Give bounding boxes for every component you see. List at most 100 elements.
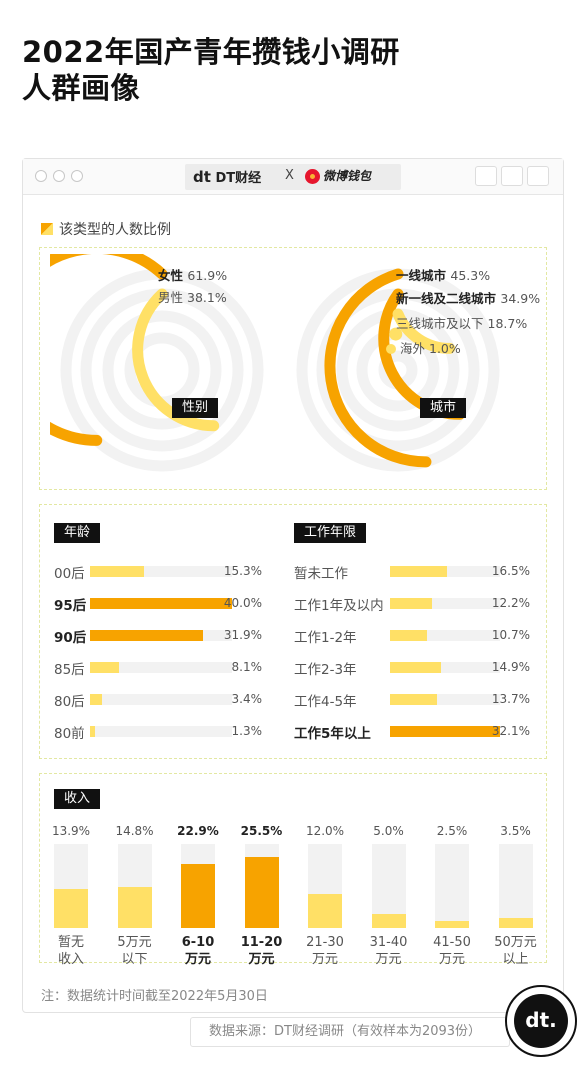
col-label: 21-30 万元: [306, 935, 344, 967]
bar-fill: [390, 566, 447, 577]
overseas-dot-icon: [386, 344, 396, 354]
bar-label: 90后: [54, 630, 87, 646]
col-label: 50万元 以上: [494, 935, 537, 967]
bar-fill: [390, 598, 432, 609]
bar-label: 工作4-5年: [294, 694, 357, 710]
bar-fill: [90, 598, 232, 609]
bar-fill: [90, 566, 145, 577]
gender-label-male: 男性 38.1%: [158, 290, 227, 305]
bar-label: 工作1年及以内: [294, 598, 384, 614]
bar-row-工作5年以上: 工作5年以上 32.1%: [294, 721, 530, 742]
bar-label: 95后: [54, 598, 87, 614]
bar-row-80前: 80前 1.3%: [54, 721, 262, 742]
bar-track: [90, 726, 232, 737]
bar-row-工作4-5年: 工作4-5年 13.7%: [294, 689, 530, 710]
bar-track: [90, 598, 232, 609]
col-fill: [435, 921, 469, 928]
bar-track: [90, 566, 232, 577]
bar-track: [390, 630, 500, 641]
col-value: 2.5%: [436, 824, 468, 838]
save-icon[interactable]: [527, 166, 549, 186]
col-value: 12.0%: [305, 824, 345, 838]
bar-value: 31.9%: [223, 628, 262, 642]
ring-deco-0: [102, 310, 222, 430]
bar-row-95后: 95后 40.0%: [54, 593, 262, 614]
col-track: [117, 844, 152, 928]
ring-arc-男性: [132, 288, 220, 432]
title-line-1: 2022年国产青年攒钱小调研: [22, 35, 400, 69]
col-fill: [498, 918, 533, 928]
bar-value: 15.3%: [223, 564, 262, 578]
bar-label: 工作1-2年: [294, 630, 357, 646]
age-work-panel: 年龄 工作年限 00后 15.3% 95后 40.0% 90后 31.9% 85后 8.1% 8…: [39, 504, 547, 759]
bar-fill: [390, 726, 500, 737]
ring-arc-三线城市及以下: [392, 308, 456, 354]
bar-label: 工作2-3年: [294, 662, 357, 678]
ring-charts-panel: 女性 61.9% 男性 38.1% 性别 一线城市 45.3% 新一线及二线城市…: [39, 247, 547, 490]
col-track: [308, 844, 342, 928]
bar-row-工作1-2年: 工作1-2年 10.7%: [294, 625, 530, 646]
col-label: 暂无 收入: [57, 935, 84, 967]
print-icon[interactable]: [501, 166, 523, 186]
bar-row-工作1年及以内: 工作1年及以内 12.2%: [294, 593, 530, 614]
col-fill: [181, 863, 215, 928]
bar-label: 80后: [54, 694, 85, 710]
col-fill: [308, 894, 342, 928]
bar-value: 32.1%: [491, 724, 530, 738]
col-label: 41-50 万元: [433, 935, 471, 967]
col-fill: [54, 889, 88, 928]
col-value: 14.8%: [115, 824, 154, 838]
bar-value: 14.9%: [491, 660, 530, 674]
bar-value: 13.7%: [491, 692, 530, 706]
col-value: 22.9%: [177, 824, 219, 838]
title-line-2: 人群画像: [22, 71, 141, 105]
dt-badge-logo-icon: dt.: [514, 994, 568, 1048]
income-title: 收入: [54, 789, 101, 809]
ring-arc-一线城市: [324, 268, 432, 468]
col-label: 5万元 以下: [117, 935, 152, 967]
bar-label: 80前: [54, 726, 85, 742]
legend-swatch-icon: [41, 223, 53, 235]
bar-value: 12.2%: [491, 596, 530, 610]
footnote: 注：数据统计时间截至2022年5月30日: [41, 989, 268, 1004]
bar-label: 00后: [54, 566, 85, 582]
col-track: [371, 844, 406, 928]
city-label-tier1: 一线城市 45.3%: [396, 268, 491, 283]
toggle-icon[interactable]: [475, 166, 497, 186]
city-label-tier3: 三线城市及以下 18.7%: [396, 316, 528, 331]
col-value: 25.5%: [240, 824, 283, 838]
maximize-dot-icon[interactable]: [71, 170, 83, 182]
legend-label: 该类型的人数比例: [59, 222, 171, 238]
weibo-logo-icon: [305, 169, 320, 184]
bar-fill: [390, 694, 437, 705]
minimize-dot-icon[interactable]: [53, 170, 65, 182]
col-fill: [244, 856, 279, 928]
bar-fill: [90, 630, 204, 641]
income-panel: 收入 13.9% 暂无 收入 14.8% 5万元 以下 22.9% 6-10 万元 25.5% 11…: [39, 773, 547, 967]
dt-badge: dt.: [505, 985, 577, 1057]
browser-window: dt DT财经 X 微博钱包 该类型的人数比例 女性 61.9% 男性 38.1…: [22, 158, 564, 1013]
legend: 该类型的人数比例: [41, 219, 171, 239]
weibo-brand: 微博钱包: [305, 167, 371, 184]
dt-logo-icon: dt: [193, 168, 211, 186]
bar-row-暂未工作: 暂未工作 16.5%: [294, 561, 530, 582]
bar-row-80后: 80后 3.4%: [54, 689, 262, 710]
col-track: [498, 844, 533, 928]
bar-value: 10.7%: [491, 628, 530, 642]
close-dot-icon[interactable]: [35, 170, 47, 182]
bar-fill: [90, 662, 119, 673]
page-title: 2022年国产青年攒钱小调研 人群画像: [22, 34, 400, 106]
bar-label: 暂未工作: [294, 566, 348, 582]
bar-value: 8.1%: [231, 660, 263, 674]
col-fill: [117, 886, 152, 928]
col-track: [181, 844, 215, 928]
bar-row-00后: 00后 15.3%: [54, 561, 262, 582]
bar-track: [390, 694, 500, 705]
bar-fill: [390, 630, 427, 641]
col-track: [244, 844, 279, 928]
city-title: 城市: [420, 398, 467, 418]
bar-fill: [90, 726, 95, 737]
weibo-brand-name: 微博钱包: [323, 169, 372, 183]
col-track: [54, 844, 88, 928]
dt-brand: dt DT财经: [193, 167, 261, 186]
